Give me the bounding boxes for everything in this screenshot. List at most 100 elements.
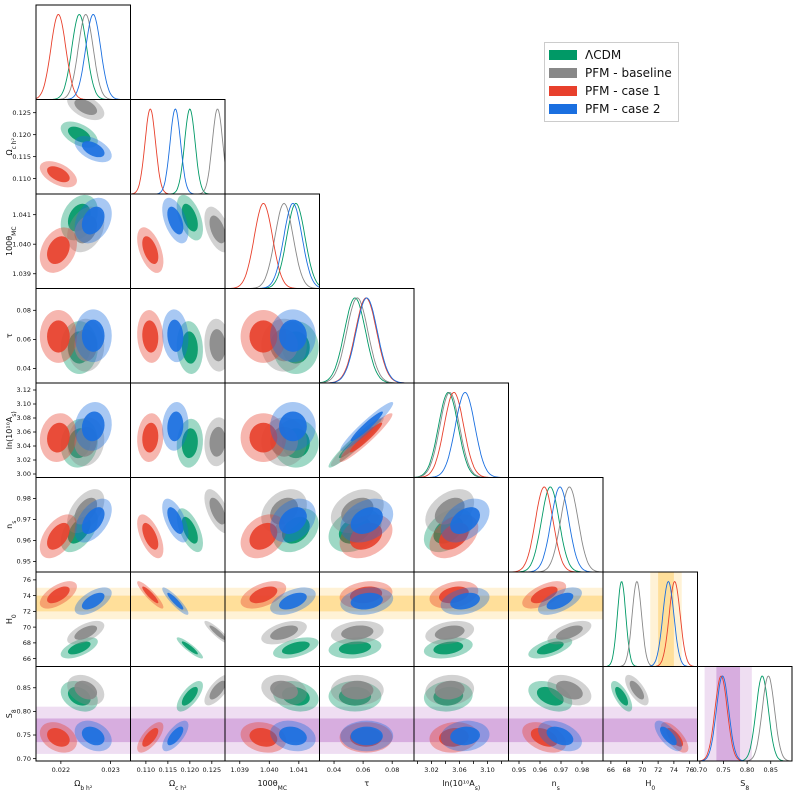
panel-content [225, 202, 320, 289]
panel-content [423, 489, 490, 559]
x-tick-label: 66 [607, 766, 615, 774]
y-tick-label: 1.039 [12, 270, 31, 278]
pdf-PFM---baseline [319, 297, 414, 383]
y-axis-label: S8 [5, 709, 18, 718]
contour-68-PFM---case-1 [47, 236, 70, 265]
y-tick-label: 66 [23, 655, 31, 663]
contour-68-ΛCDM [181, 428, 198, 459]
x-tick-label: 1.039 [230, 766, 249, 774]
panel-content [39, 489, 112, 559]
legend-swatch [549, 68, 577, 78]
pdf-PFM---baseline [414, 392, 509, 478]
y-tick-label: 0.115 [12, 153, 31, 161]
panel-och2-theta [130, 193, 226, 289]
panel-theta-ns [224, 477, 320, 573]
x-tick-label: 0.120 [181, 766, 200, 774]
panel-tau-ns [319, 477, 415, 573]
contour-68-ΛCDM [181, 331, 198, 364]
x-tick-label: 3.02 [424, 766, 438, 774]
panel-content [414, 674, 509, 754]
contour-68-PFM---case-2 [81, 592, 105, 610]
y-tick-label: 0.06 [17, 336, 31, 344]
contour-68-PFM---case-2 [279, 411, 307, 442]
contour-68-PFM---case-1 [249, 586, 278, 604]
panel-frame [697, 666, 793, 762]
pdf-ΛCDM [36, 13, 131, 100]
x-tick-label: 70 [638, 766, 646, 774]
contour-68-ΛCDM [536, 686, 564, 706]
panel-content [603, 674, 698, 754]
panel-obh2-ns: 0.95 0.96 0.97 0.98 ns [5, 477, 131, 573]
contour-68-PFM---case-2 [167, 319, 184, 352]
panel-och2-och2 [130, 99, 226, 195]
panel-obh2-S8: 0.022 0.023 Ωb h² 0.70 0.75 0.80 0.85 S8 [5, 666, 131, 792]
contour-68-PFM---case-1 [349, 422, 383, 453]
x-tick-label: 3.10 [480, 766, 494, 774]
contour-68-PFM---case-2 [279, 319, 307, 352]
contour-68-PFM---baseline [74, 625, 98, 640]
pdf-PFM---baseline [225, 202, 320, 289]
contour-68-PFM---case-2 [546, 592, 574, 610]
contour-68-PFM---baseline [434, 625, 465, 640]
legend-swatch [549, 86, 577, 96]
legend-label: PFM - baseline [585, 66, 672, 80]
contour-68-PFM---case-2 [81, 726, 105, 746]
pdf-PFM---case-1 [508, 486, 603, 572]
y-tick-label: 3.00 [17, 470, 31, 478]
legend-item: PFM - case 2 [549, 100, 672, 118]
panel-frame [508, 477, 604, 573]
x-axis-label: τ [364, 779, 369, 788]
y-tick-label: 0.98 [17, 495, 31, 503]
contour-68-PFM---case-2 [546, 726, 574, 746]
pdf-PFM---baseline [130, 108, 225, 194]
panel-ns-ns [508, 477, 604, 573]
pdf-ΛCDM [508, 486, 603, 572]
pdf-PFM---baseline [508, 486, 603, 572]
x-axis-label: Ωb h² [74, 779, 93, 792]
panel-och2-tau [130, 288, 226, 384]
contour-68-PFM---baseline [209, 426, 225, 457]
panel-och2-As [130, 382, 226, 478]
legend-swatch [549, 104, 577, 114]
x-tick-label: 1.041 [290, 766, 309, 774]
pdf-PFM---baseline [36, 13, 131, 100]
pdf-PFM---case-2 [319, 297, 414, 383]
panel-content [508, 674, 603, 754]
contour-68-PFM---case-1 [142, 320, 159, 353]
panel-och2-S8: 0.110 0.115 0.120 0.125 Ωc h² [130, 666, 226, 792]
y-tick-label: 0.70 [17, 755, 31, 763]
legend-label: PFM - case 2 [585, 102, 661, 116]
y-tick-label: 3.10 [17, 400, 31, 408]
x-tick-label: 0.022 [52, 766, 71, 774]
panel-content [137, 401, 225, 468]
x-tick-label: 0.04 [327, 766, 341, 774]
y-tick-label: 0.95 [17, 558, 31, 566]
x-tick-label: 0.85 [763, 766, 777, 774]
panel-och2-H0 [130, 571, 226, 667]
y-tick-label: 0.97 [17, 516, 31, 524]
y-tick-label: 76 [23, 576, 31, 584]
y-tick-label: 0.85 [17, 684, 31, 692]
y-tick-label: 0.110 [12, 175, 31, 183]
contour-68-ΛCDM [536, 641, 564, 655]
contour-68-PFM---case-2 [450, 726, 480, 746]
contour-68-PFM---case-2 [279, 592, 307, 610]
legend-item: ΛCDM [549, 46, 672, 64]
y-tick-label: 0.96 [17, 537, 31, 545]
panel-theta-H0 [224, 571, 320, 667]
contour-68-PFM---case-1 [47, 586, 70, 604]
contour-68-PFM---case-2 [350, 592, 383, 610]
y-tick-label: 3.06 [17, 428, 31, 436]
contour-68-ΛCDM [67, 641, 91, 655]
contour-68-PFM---case-2 [167, 411, 184, 442]
contour-68-PFM---baseline [209, 680, 225, 700]
x-tick-label: 0.98 [575, 766, 589, 774]
panel-S8-S8: 0.70 0.75 0.80 0.85 S8 [693, 666, 793, 792]
panel-theta-As [224, 382, 320, 478]
contour-68-PFM---baseline [209, 497, 225, 525]
panel-content [137, 309, 225, 374]
panel-content [130, 674, 225, 754]
y-tick-label: 70 [23, 623, 31, 631]
